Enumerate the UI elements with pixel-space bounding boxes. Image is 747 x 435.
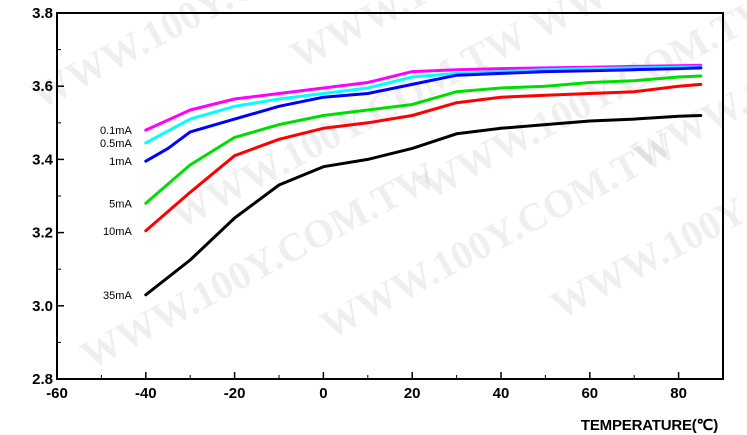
series-label: 0.1mA [100,125,132,137]
x-axis-title: TEMPERATURE(℃) [581,417,718,434]
x-tick-label: -40 [135,385,157,402]
series-line-10ma [144,82,703,233]
series-label: 35mA [103,290,132,302]
y-tick-label: 3.6 [32,78,53,95]
series-line-1ma [144,66,703,163]
series-line-5ma [144,74,703,205]
x-tick-label: -60 [46,385,68,402]
series-label: 10mA [103,226,132,238]
series-line-0-5ma [144,65,703,145]
series-lines [144,63,703,297]
y-tick-label: 3.8 [32,5,53,22]
series-label: 1mA [109,156,132,168]
series-label: 0.5mA [100,138,132,150]
x-tick-label: 60 [581,385,598,402]
x-tick-label: 80 [670,385,687,402]
y-tick-label: 3.2 [32,225,53,242]
x-tick-label: 20 [404,385,421,402]
series-line-35ma [144,114,703,297]
x-tick-label: 40 [493,385,510,402]
x-tick-label: 0 [319,385,327,402]
x-tick-label: -20 [224,385,246,402]
watermark-layer: WWW.100Y.COM.TWWWW.100Y.COM.TWWWW.100Y.C… [23,0,747,378]
axis-ticks: -60 -40 -20 0 20 40 60 80 2.8 3.0 3.2 3.4 3.6 3.8 [32,5,687,402]
y-tick-label: 2.8 [32,371,53,388]
y-tick-label: 3.0 [32,298,53,315]
series-label: 5mA [109,198,132,210]
y-tick-label: 3.4 [32,151,54,168]
